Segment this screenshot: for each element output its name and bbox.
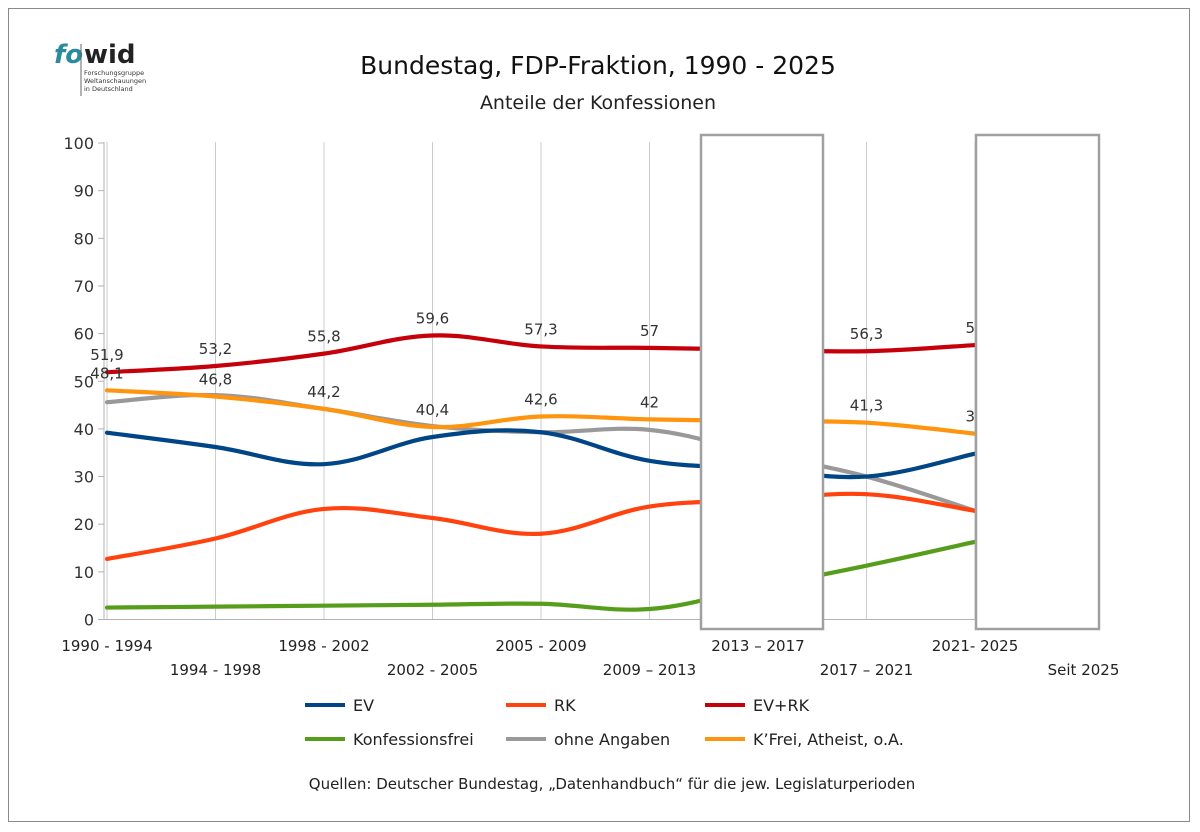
x-category-label: 2005 - 2009 xyxy=(495,637,586,655)
data-label: 46,8 xyxy=(199,370,232,388)
y-tick-label: 60 xyxy=(74,325,94,344)
overlay-box-2013 xyxy=(699,133,825,631)
y-tick-label: 0 xyxy=(84,611,94,630)
y-tick-label: 80 xyxy=(74,229,94,248)
grid xyxy=(103,142,1084,620)
x-category-label: 2017 – 2021 xyxy=(820,661,913,679)
source-note: Quellen: Deutscher Bundestag, „Datenhand… xyxy=(309,775,915,793)
series-line-ev xyxy=(104,428,978,480)
x-category-label: Seit 2025 xyxy=(1048,661,1120,679)
logo-line-2: Weltanschauungen xyxy=(84,77,146,85)
data-label: 40,4 xyxy=(416,401,449,419)
data-label: 51,9 xyxy=(90,346,123,364)
y-tick-label: 100 xyxy=(63,134,94,153)
series-line-ev-rk xyxy=(104,333,978,375)
overlay-box-2025 xyxy=(974,133,1101,631)
data-label: 55,8 xyxy=(307,328,340,346)
x-category-label: 1994 - 1998 xyxy=(170,661,261,679)
x-axis-labels: 1990 - 1994 1994 - 1998 1998 - 2002 2002 - … xyxy=(61,637,1119,679)
legend-label: ohne Angaben xyxy=(554,730,670,749)
data-label: 42,6 xyxy=(524,391,557,409)
y-tick-label: 10 xyxy=(74,563,94,582)
data-label: 41,3 xyxy=(850,397,883,415)
x-category-label: 1990 - 1994 xyxy=(61,637,152,655)
x-category-label: 2009 – 2013 xyxy=(603,661,696,679)
logo-wid: wid xyxy=(84,40,136,70)
logo-fo: fo xyxy=(54,40,83,70)
series-line-konfessionsfrei xyxy=(104,539,978,612)
series-line-k-frei-atheist-o-a- xyxy=(104,388,978,436)
logo-line-1: Forschungsgruppe xyxy=(84,69,144,77)
y-axis: 0 10 20 30 40 50 60 70 80 90 100 xyxy=(63,134,104,630)
y-tick-label: 20 xyxy=(74,515,94,534)
legend-label: Konfessionsfrei xyxy=(353,730,474,749)
data-label: 56,3 xyxy=(850,325,883,343)
data-label: 42 xyxy=(640,393,659,411)
legend: EV RK EV+RK Konfessionsfrei ohne Angaben K’Fr… xyxy=(305,696,904,749)
series-lines xyxy=(104,333,978,612)
x-category-label: 2021- 2025 xyxy=(932,637,1019,655)
x-category-label: 2013 – 2017 xyxy=(711,637,804,655)
logo-line-3: in Deutschland xyxy=(84,85,133,93)
legend-label: EV xyxy=(353,696,374,715)
chart-title: Bundestag, FDP-Fraktion, 1990 - 2025 xyxy=(360,51,836,80)
y-tick-label: 70 xyxy=(74,277,94,296)
data-label: 57 xyxy=(640,322,659,340)
data-label: 57,3 xyxy=(524,320,557,338)
fowid-logo: fo wid Forschungsgruppe Weltanschauungen… xyxy=(54,40,146,96)
legend-label: K’Frei, Atheist, o.A. xyxy=(753,730,904,749)
y-tick-label: 40 xyxy=(74,420,94,439)
x-category-label: 1998 - 2002 xyxy=(278,637,369,655)
series-line-rk xyxy=(104,491,978,562)
data-label: 44,2 xyxy=(307,383,340,401)
legend-label: EV+RK xyxy=(753,696,810,715)
chart-subtitle: Anteile der Konfessionen xyxy=(480,92,716,114)
y-tick-label: 50 xyxy=(74,372,94,391)
data-label: 59,6 xyxy=(416,310,449,328)
y-tick-label: 30 xyxy=(74,468,94,487)
data-labels: 51,953,255,859,657,35756,35748,146,844,2… xyxy=(90,310,984,426)
x-category-label: 2002 - 2005 xyxy=(387,661,478,679)
data-label: 48,1 xyxy=(90,364,123,382)
legend-label: RK xyxy=(554,696,576,715)
data-label: 53,2 xyxy=(199,340,232,358)
y-tick-label: 90 xyxy=(74,182,94,201)
